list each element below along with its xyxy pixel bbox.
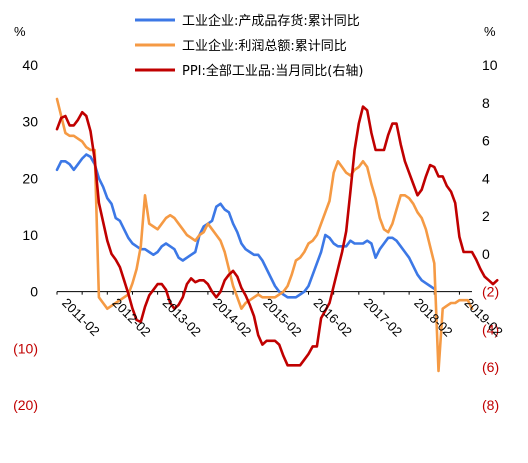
series-line-3: [55, 105, 499, 367]
right-tick-label: (6): [482, 359, 499, 375]
left-tick-label: (20): [13, 397, 38, 413]
left-axis-unit: %: [14, 24, 26, 39]
right-tick-label: (4): [482, 321, 499, 337]
left-tick-label: 20: [22, 170, 38, 186]
series-line-1: [55, 153, 436, 299]
right-axis-unit: %: [484, 24, 496, 39]
left-tick-label: 40: [22, 57, 38, 73]
x-tick-label: 2018-02: [411, 295, 455, 339]
right-tick-label: 0: [482, 246, 490, 262]
x-axis: 2011-02 2012-02 2013-02 2014-02 2015-02 2016-…: [59, 295, 506, 339]
series-layer: [55, 97, 499, 373]
right-tick-label: 2: [482, 208, 490, 224]
series-line-2: [55, 97, 474, 373]
legend-label: PPI:全部工业品:当月同比(右轴): [182, 63, 363, 79]
left-tick-label: 0: [30, 284, 38, 300]
legend-label: 工业企业:产成品存货:累计同比: [182, 13, 360, 29]
x-tick-label: 2015-02: [260, 295, 304, 339]
right-tick-label: (8): [482, 397, 499, 413]
right-tick-label: (2): [482, 284, 499, 300]
right-tick-label: 6: [482, 133, 490, 149]
x-tick-label: 2016-02: [311, 295, 355, 339]
left-axis: 40 30 20 10 0 (10) (20): [13, 57, 38, 413]
left-tick-label: 30: [22, 114, 38, 130]
right-axis: 10 8 6 4 2 0 (2) (4) (6) (8): [482, 57, 499, 413]
right-tick-label: 8: [482, 95, 490, 111]
right-tick-label: 10: [482, 57, 498, 73]
left-tick-label: 10: [22, 227, 38, 243]
x-tick-label: 2013-02: [160, 295, 204, 339]
left-tick-label: (10): [13, 340, 38, 356]
x-tick-label: 2017-02: [361, 295, 405, 339]
zero-baseline: [56, 291, 472, 295]
x-tick-label: 2011-02: [59, 295, 103, 339]
legend-label: 工业企业:利润总额:累计同比: [182, 38, 347, 54]
right-tick-label: 4: [482, 170, 490, 186]
